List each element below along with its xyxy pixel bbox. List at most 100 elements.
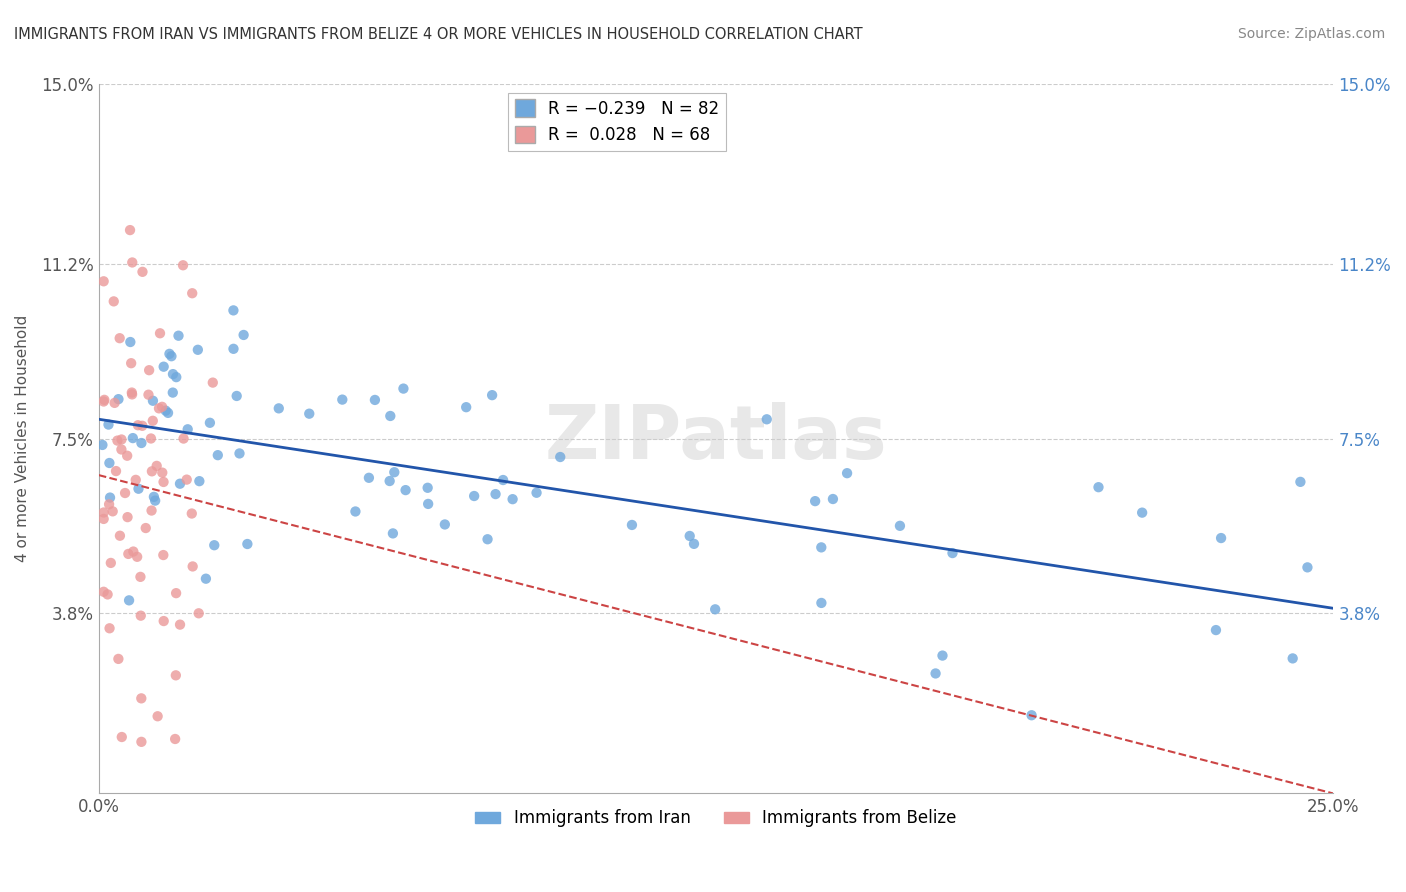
Point [107,652,129,666]
Point [804,494,827,508]
Point [103,294,125,309]
Point [108,331,131,345]
Point [121,431,143,445]
Point [162,367,184,381]
Point [93,584,115,599]
Point [169,476,191,491]
Point [98,621,121,635]
Point [165,668,187,682]
Point [93,506,115,520]
Point [821,491,844,506]
Point [1289,475,1312,489]
Point [187,343,209,357]
Point [418,497,440,511]
Point [1209,531,1232,545]
Point [683,537,706,551]
Point [835,466,858,480]
Point [149,326,172,341]
Point [93,394,115,409]
Point [115,449,138,463]
Point [117,547,139,561]
Point [91,438,114,452]
Legend: Immigrants from Iran, Immigrants from Belize: Immigrants from Iran, Immigrants from Be… [468,803,963,834]
Point [97,417,120,432]
Point [93,274,115,288]
Point [145,458,167,473]
Point [810,541,832,555]
Point [165,370,187,384]
Point [110,442,132,457]
Point [121,385,143,400]
Point [392,382,415,396]
Point [172,258,194,272]
Point [104,396,127,410]
Point [142,490,165,504]
Point [142,414,165,428]
Point [127,549,149,564]
Point [107,434,129,448]
Point [121,387,143,401]
Point [117,510,139,524]
Point [129,570,152,584]
Point [105,464,128,478]
Point [357,471,380,485]
Point [1130,506,1153,520]
Point [456,400,478,414]
Point [207,448,229,462]
Point [176,422,198,436]
Point [198,416,221,430]
Point [1281,651,1303,665]
Point [222,342,245,356]
Point [108,529,131,543]
Point [127,418,149,433]
Point [679,529,702,543]
Point [433,517,456,532]
Point [416,481,439,495]
Point [155,403,177,417]
Point [152,614,174,628]
Text: IMMIGRANTS FROM IRAN VS IMMIGRANTS FROM BELIZE 4 OR MORE VEHICLES IN HOUSEHOLD C: IMMIGRANTS FROM IRAN VS IMMIGRANTS FROM … [14,27,863,42]
Point [941,546,963,560]
Point [181,559,204,574]
Point [125,473,148,487]
Point [118,223,141,237]
Text: ZIPatlas: ZIPatlas [544,402,887,475]
Point [187,607,209,621]
Point [157,406,180,420]
Point [1021,708,1043,723]
Point [93,512,115,526]
Point [810,596,832,610]
Point [120,334,142,349]
Point [463,489,485,503]
Point [152,475,174,489]
Point [162,385,184,400]
Point [120,356,142,370]
Point [160,349,183,363]
Point [267,401,290,416]
Y-axis label: 4 or more Vehicles in Household: 4 or more Vehicles in Household [15,315,30,562]
Point [924,666,946,681]
Point [121,255,143,269]
Point [110,433,132,447]
Point [225,389,247,403]
Point [139,432,162,446]
Point [98,456,121,470]
Point [129,608,152,623]
Point [364,392,387,407]
Point [755,412,778,426]
Point [382,465,405,479]
Point [228,446,250,460]
Point [931,648,953,663]
Point [1205,623,1227,637]
Point [143,493,166,508]
Point [202,538,225,552]
Point [201,376,224,390]
Point [481,388,503,402]
Point [502,492,524,507]
Point [128,482,150,496]
Point [111,730,134,744]
Point [122,544,145,558]
Point [148,401,170,416]
Point [394,483,416,497]
Point [152,359,174,374]
